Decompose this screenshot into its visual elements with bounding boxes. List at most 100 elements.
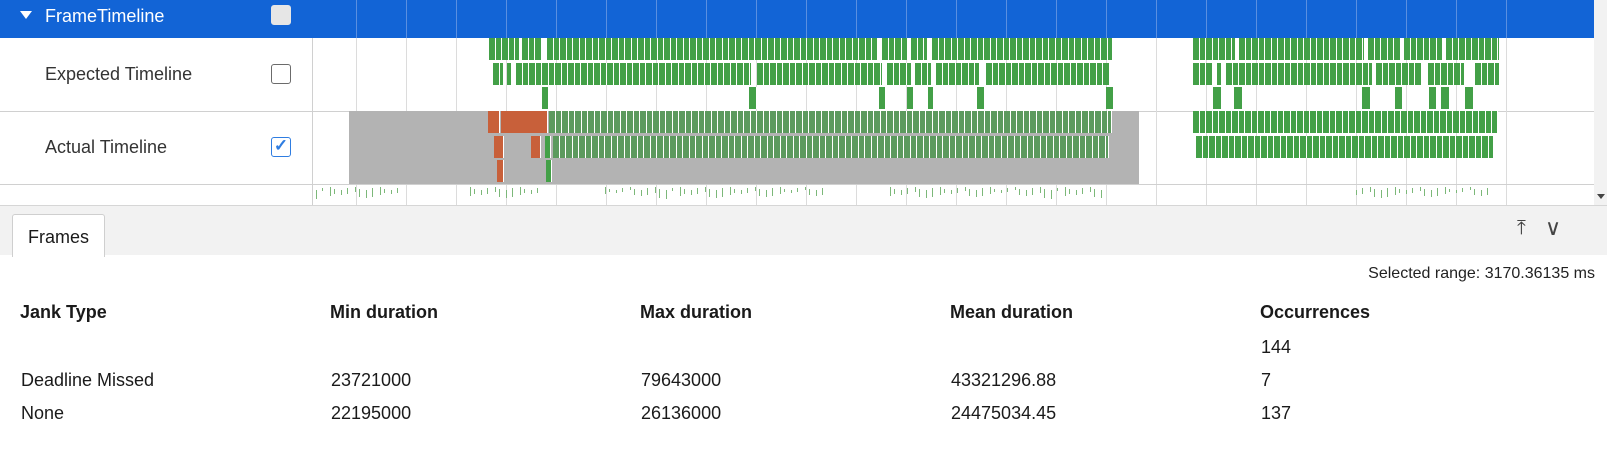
frame-slice[interactable] — [588, 111, 595, 133]
frame-slice[interactable] — [1105, 136, 1109, 158]
frame-slice[interactable] — [1434, 63, 1441, 85]
frame-slice[interactable] — [809, 111, 816, 133]
frame-slice[interactable] — [549, 111, 556, 133]
frame-slice[interactable] — [1429, 87, 1437, 109]
frame-slice[interactable] — [854, 63, 861, 85]
frame-slice[interactable] — [822, 111, 829, 133]
frame-slice[interactable] — [1053, 136, 1060, 158]
frame-slice[interactable] — [926, 111, 933, 133]
frame-slice[interactable] — [1368, 38, 1375, 60]
frame-slice[interactable] — [1376, 63, 1383, 85]
frame-slice[interactable] — [1362, 111, 1369, 133]
frame-slice[interactable] — [887, 63, 894, 85]
frame-slice[interactable] — [776, 111, 783, 133]
frame-slice[interactable] — [787, 136, 794, 158]
frame-slice[interactable] — [731, 111, 738, 133]
frame-slice[interactable] — [822, 63, 829, 85]
frame-slice[interactable] — [1358, 136, 1365, 158]
frame-slice[interactable] — [1258, 111, 1265, 133]
frame-slice[interactable] — [978, 111, 985, 133]
frame-slice[interactable] — [763, 63, 770, 85]
frame-slice[interactable] — [787, 38, 794, 60]
frame-slice[interactable] — [1193, 111, 1200, 133]
frame-slice[interactable] — [638, 38, 645, 60]
frame-slice[interactable] — [977, 38, 984, 60]
frame-slice[interactable] — [562, 111, 569, 133]
frame-slice[interactable] — [703, 38, 710, 60]
frame-slice[interactable] — [1395, 63, 1402, 85]
frame-slice[interactable] — [620, 63, 627, 85]
frame-slice[interactable] — [633, 63, 640, 85]
frame-slice[interactable] — [1436, 38, 1443, 60]
frame-slice[interactable] — [1010, 38, 1017, 60]
frame-slice[interactable] — [990, 38, 997, 60]
scroll-down-arrow-icon[interactable] — [1597, 194, 1605, 199]
table-row[interactable]: None 22195000 26136000 24475034.45 137 — [12, 397, 1560, 430]
frame-slice[interactable] — [1031, 63, 1038, 85]
frame-slice[interactable] — [683, 136, 690, 158]
frame-slice[interactable] — [1475, 63, 1482, 85]
track-pin-checkbox[interactable] — [271, 5, 291, 25]
frame-slice[interactable] — [867, 111, 874, 133]
frame-slice[interactable] — [670, 38, 677, 60]
frame-slice[interactable] — [599, 38, 606, 60]
frame-slice[interactable] — [586, 38, 593, 60]
frame-slice[interactable] — [1092, 136, 1099, 158]
frame-slice[interactable] — [793, 136, 800, 158]
frame-slice[interactable] — [1077, 63, 1084, 85]
frame-slice[interactable] — [1304, 38, 1311, 60]
frame-slice[interactable] — [613, 63, 620, 85]
frame-slice[interactable] — [494, 136, 504, 158]
frame-slice[interactable] — [679, 111, 686, 133]
frame-slice[interactable] — [757, 111, 764, 133]
frame-slice[interactable] — [724, 111, 731, 133]
frame-slice[interactable] — [858, 136, 865, 158]
frame-slice[interactable] — [1090, 63, 1097, 85]
frame-slice[interactable] — [547, 38, 554, 60]
frame-slice[interactable] — [555, 111, 562, 133]
frame-slice[interactable] — [958, 38, 965, 60]
frame-slice[interactable] — [880, 111, 887, 133]
frame-slice[interactable] — [579, 38, 586, 60]
frame-slice[interactable] — [1345, 136, 1352, 158]
frame-slice[interactable] — [917, 136, 924, 158]
track-pin-checkbox[interactable] — [271, 64, 291, 84]
frame-slice[interactable] — [1349, 38, 1356, 60]
frame-slice[interactable] — [1290, 111, 1297, 133]
frame-slice[interactable] — [897, 136, 904, 158]
frame-slice[interactable] — [815, 63, 822, 85]
frame-slice[interactable] — [1107, 38, 1113, 60]
frame-slice[interactable] — [691, 63, 698, 85]
track-canvas[interactable] — [313, 185, 1594, 205]
frame-slice[interactable] — [1060, 136, 1067, 158]
frame-slice[interactable] — [488, 111, 500, 133]
frame-slice[interactable] — [1029, 38, 1036, 60]
frame-slice[interactable] — [770, 111, 777, 133]
frame-slice[interactable] — [1284, 63, 1291, 85]
frame-slice[interactable] — [1021, 136, 1028, 158]
column-header[interactable]: Max duration — [640, 301, 753, 322]
frame-slice[interactable] — [1068, 38, 1075, 60]
frame-slice[interactable] — [807, 38, 814, 60]
frame-slice[interactable] — [1217, 63, 1222, 85]
frame-slice[interactable] — [900, 111, 907, 133]
frame-slice[interactable] — [833, 38, 840, 60]
frame-slice[interactable] — [1219, 38, 1226, 60]
frame-slice[interactable] — [1421, 63, 1423, 85]
frame-slice[interactable] — [499, 63, 504, 85]
frame-slice[interactable] — [776, 63, 783, 85]
frame-slice[interactable] — [659, 111, 666, 133]
frame-slice[interactable] — [1297, 63, 1304, 85]
frame-slice[interactable] — [568, 111, 575, 133]
frame-slice[interactable] — [1222, 136, 1229, 158]
frame-slice[interactable] — [651, 38, 658, 60]
frame-slice[interactable] — [1408, 63, 1415, 85]
frame-slice[interactable] — [705, 111, 712, 133]
frame-slice[interactable] — [566, 38, 573, 60]
frame-slice[interactable] — [1278, 38, 1285, 60]
frame-slice[interactable] — [1014, 136, 1021, 158]
frame-slice[interactable] — [1008, 136, 1015, 158]
frame-slice[interactable] — [542, 87, 549, 109]
frame-slice[interactable] — [1410, 38, 1417, 60]
frame-slice[interactable] — [1378, 136, 1385, 158]
